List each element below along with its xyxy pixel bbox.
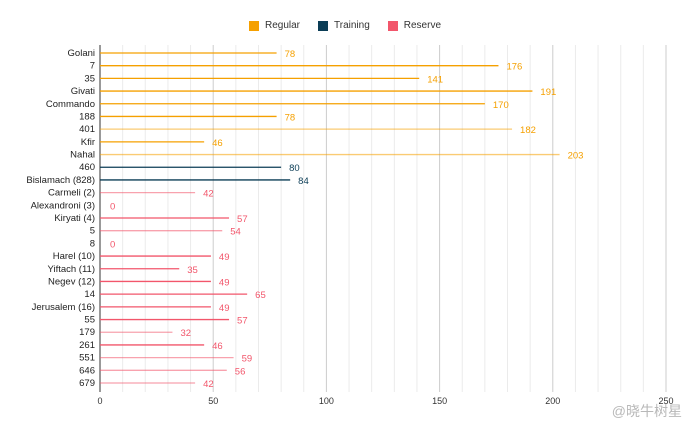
data-label: 46 xyxy=(212,138,223,149)
category-label: 7 xyxy=(90,61,95,72)
category-label: 646 xyxy=(79,365,95,376)
legend-label: Regular xyxy=(264,20,300,31)
category-label: Bislamach (828) xyxy=(26,175,95,186)
legend-swatch xyxy=(318,20,328,31)
legend-swatch xyxy=(387,20,398,31)
data-label: 80 xyxy=(289,163,300,174)
data-label: 59 xyxy=(242,354,253,365)
data-label: 46 xyxy=(212,341,223,352)
legend: Regular Training Reserve xyxy=(0,20,690,31)
data-label: 54 xyxy=(230,227,241,238)
data-label: 176 xyxy=(506,62,522,73)
category-label: Harel (10) xyxy=(53,251,95,262)
data-label: 49 xyxy=(219,277,230,288)
category-label: Nahal xyxy=(70,150,95,161)
data-label: 191 xyxy=(540,87,556,98)
category-label: Kfir xyxy=(81,137,95,148)
data-label: 42 xyxy=(203,379,214,390)
data-label: 49 xyxy=(219,303,230,314)
legend-item-training: Training xyxy=(318,20,370,31)
category-label: Alexandroni (3) xyxy=(31,200,95,211)
data-label: 57 xyxy=(237,316,248,327)
legend-label: Training xyxy=(334,20,370,31)
data-label: 182 xyxy=(520,125,536,136)
category-label: 35 xyxy=(84,73,95,84)
x-tick-label: 250 xyxy=(658,396,673,406)
category-label: 14 xyxy=(84,289,95,300)
category-label: 679 xyxy=(79,378,95,389)
category-label: Negev (12) xyxy=(48,276,95,287)
watermark: @晓牛树星 xyxy=(611,403,682,419)
category-label: 55 xyxy=(84,315,95,326)
category-label: 401 xyxy=(79,124,95,135)
legend-item-regular: Regular xyxy=(248,20,300,31)
data-label: 84 xyxy=(298,176,309,187)
data-label: 56 xyxy=(235,366,246,377)
category-label: 8 xyxy=(90,238,95,249)
data-label: 141 xyxy=(427,74,443,85)
data-label: 35 xyxy=(187,265,198,276)
legend-label: Reserve xyxy=(403,20,442,31)
x-tick-label: 150 xyxy=(432,396,447,406)
data-label: 203 xyxy=(568,151,584,162)
data-label: 57 xyxy=(237,214,248,225)
category-label: Golani xyxy=(68,48,95,59)
data-label: 78 xyxy=(285,112,296,123)
legend-item-reserve: Reserve xyxy=(387,20,442,31)
data-label: 42 xyxy=(203,189,214,200)
x-tick-label: 0 xyxy=(97,396,102,406)
category-label: 179 xyxy=(79,327,95,338)
x-tick-label: 100 xyxy=(319,396,334,406)
category-label: Yiftach (11) xyxy=(47,264,95,275)
data-label: 78 xyxy=(285,49,296,60)
data-label: 170 xyxy=(493,100,509,111)
data-label: 32 xyxy=(180,328,191,339)
x-tick-label: 50 xyxy=(208,396,218,406)
data-label: 0 xyxy=(110,239,115,250)
x-tick-label: 200 xyxy=(545,396,560,406)
category-label: 5 xyxy=(90,226,95,237)
category-label: 551 xyxy=(79,353,95,364)
category-label: 460 xyxy=(79,162,95,173)
data-label: 65 xyxy=(255,290,266,301)
data-label: 0 xyxy=(110,201,115,212)
data-label: 49 xyxy=(219,252,230,263)
category-label: Commando xyxy=(46,99,95,110)
category-label: 188 xyxy=(79,111,95,122)
category-label: 261 xyxy=(79,340,95,351)
legend-swatch xyxy=(248,20,259,31)
category-label: Kiryati (4) xyxy=(54,213,95,224)
category-label: Givati xyxy=(71,86,95,97)
category-label: Carmeli (2) xyxy=(48,188,95,199)
category-label: Jerusalem (16) xyxy=(32,302,95,313)
